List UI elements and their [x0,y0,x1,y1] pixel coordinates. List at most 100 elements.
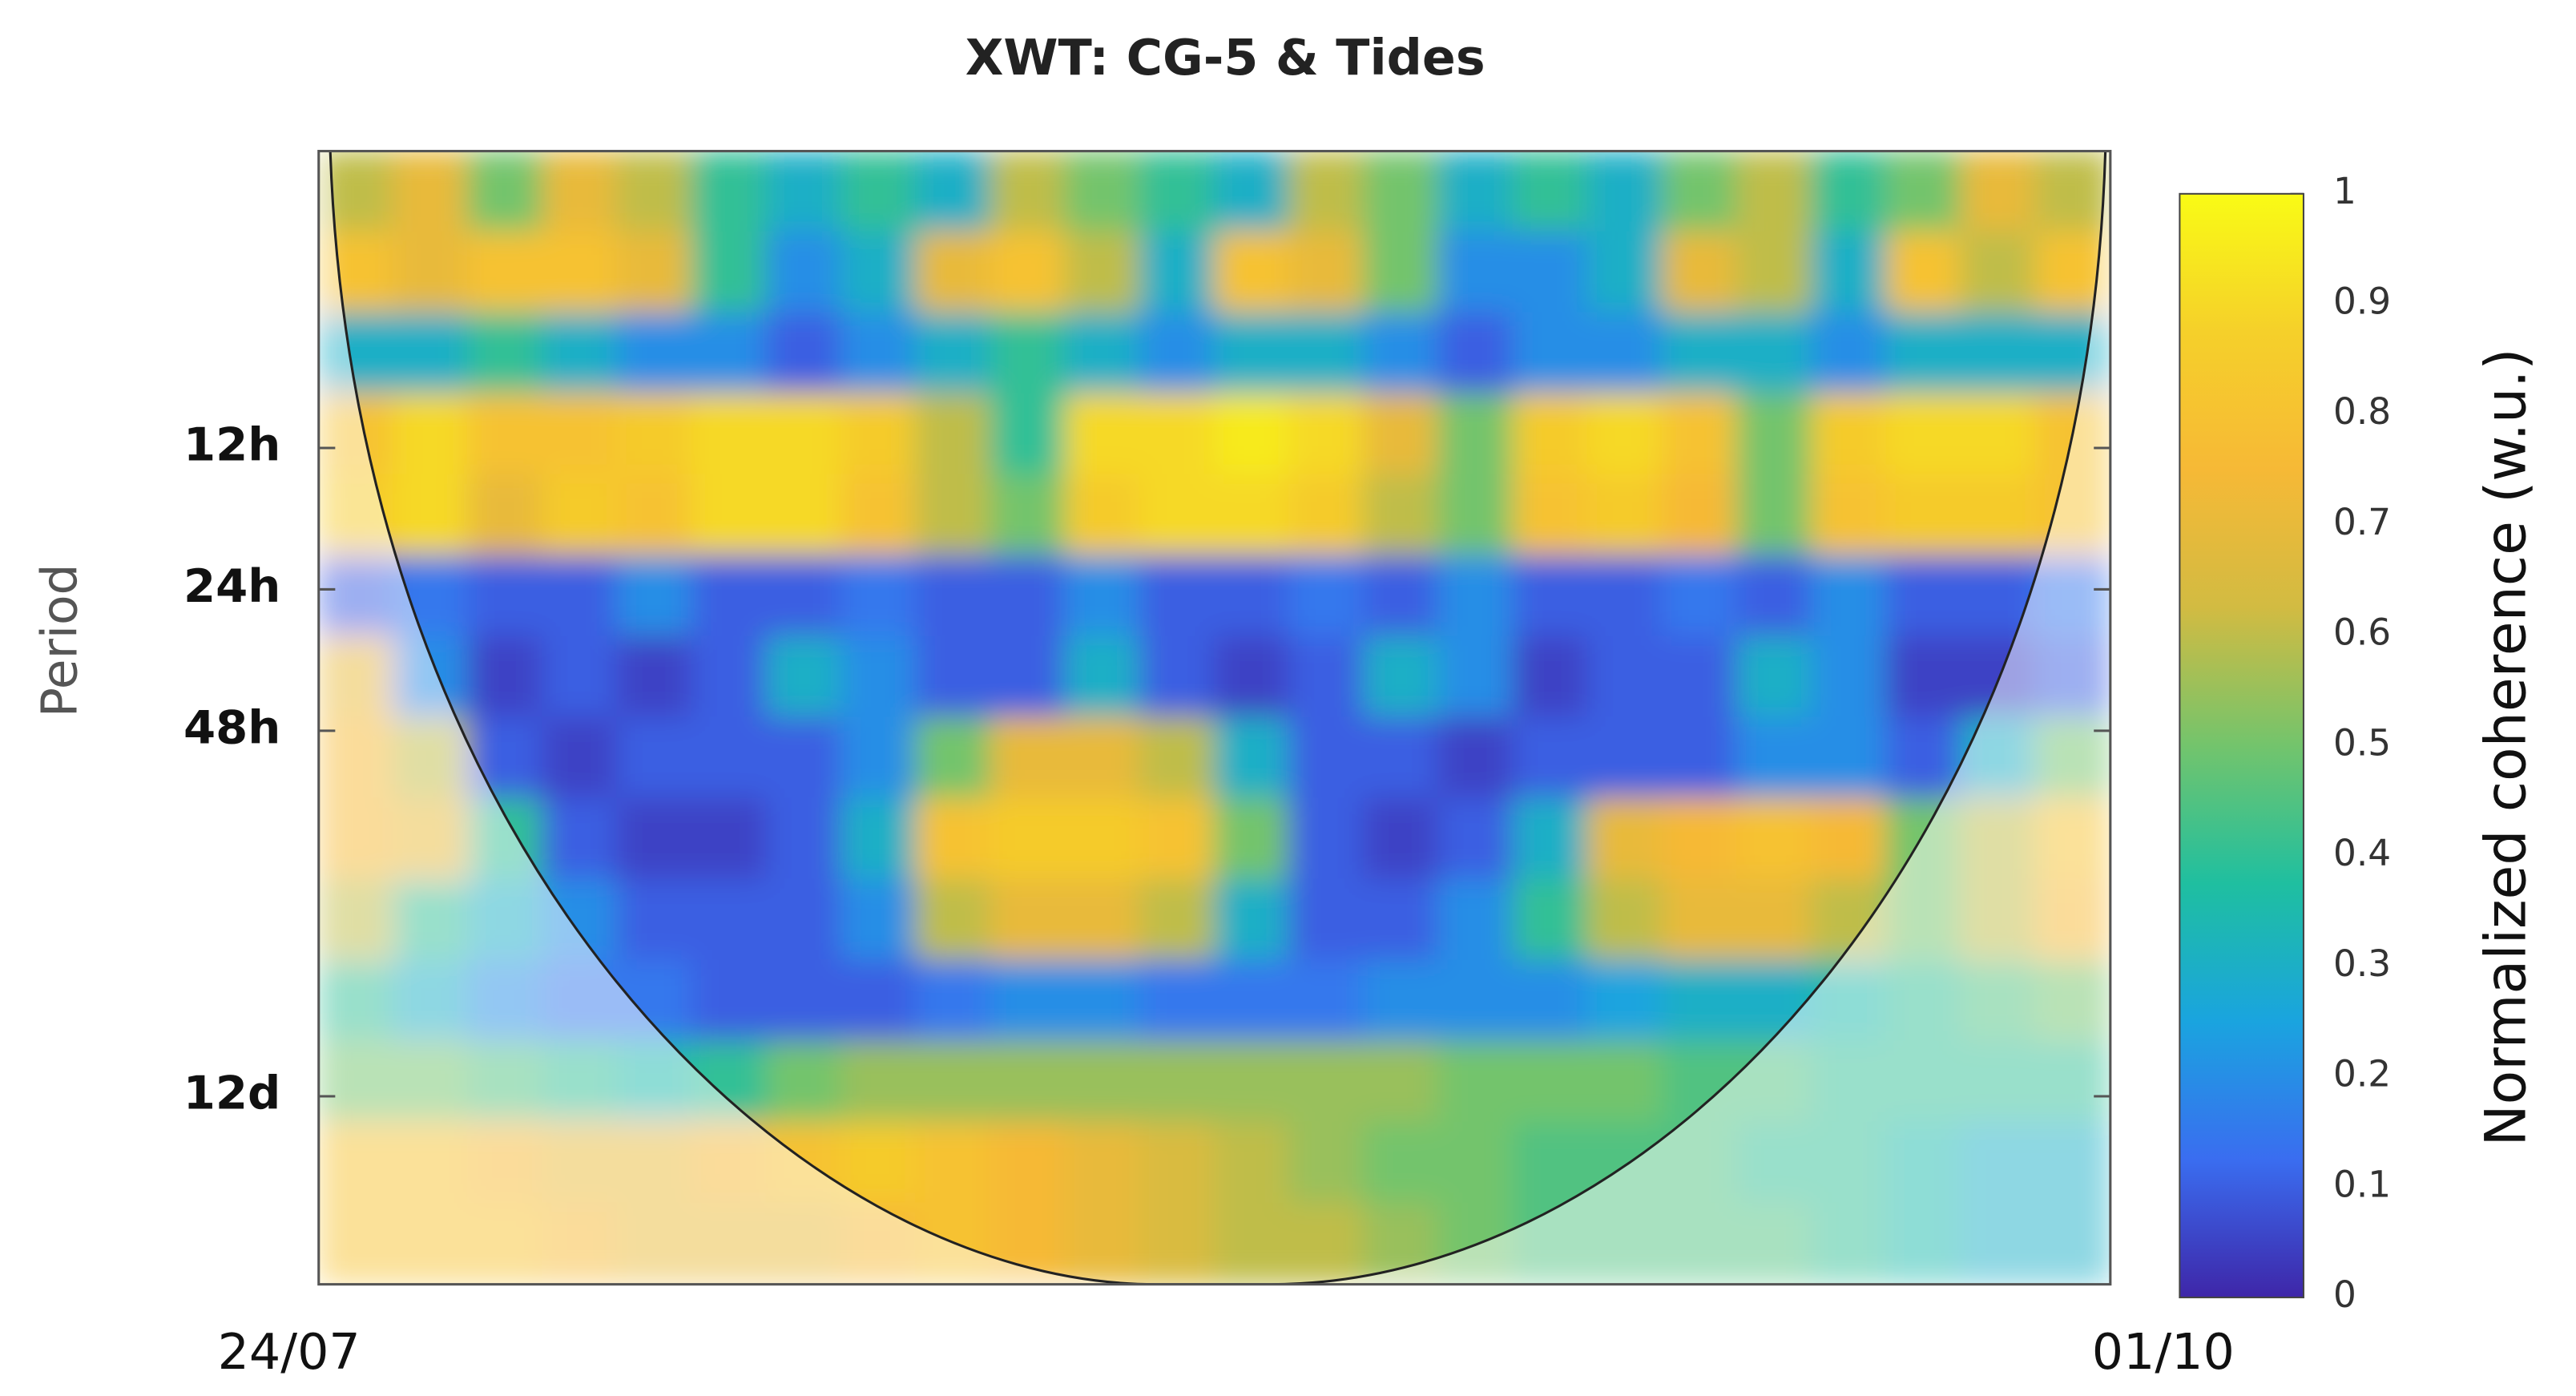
heat-cell [1213,151,1290,233]
heat-cell [1811,474,1888,557]
heat-cell [1437,151,1514,233]
heat-cell [392,312,470,395]
heat-cell [542,312,619,395]
heat-cell [691,474,768,557]
heat-cell [765,231,842,314]
heat-cell [1213,797,1290,881]
heat-cell [467,474,544,557]
heat-cell [1735,151,1813,233]
heat-cell [1885,635,1962,719]
heat-cell [915,635,992,719]
y-axis-label: Period [30,563,88,717]
heat-cell [840,555,917,638]
heat-cell [840,1121,917,1204]
heat-cell [1437,231,1514,314]
heat-cell [990,555,1066,638]
y-tick-label: 48h [183,701,280,755]
heat-cell [915,474,992,557]
heat-cell [1586,555,1663,638]
heat-cell [840,312,917,395]
heat-cell [1512,1121,1589,1204]
heat-cell [990,878,1066,962]
heat-cell [691,716,768,800]
heat-cell [1139,635,1215,719]
heat-cell [990,635,1066,719]
heat-cell [1288,959,1365,1043]
heat-cell [1213,959,1290,1043]
heat-cell [542,635,619,719]
heat-cell [1586,878,1663,962]
heat-cell [915,878,992,962]
heat-cell [542,555,619,638]
heat-cell [1288,393,1365,476]
heat-cell [1139,1040,1215,1124]
heat-cell [1735,797,1813,881]
heat-cell [1885,555,1962,638]
heat-cell [1139,393,1215,476]
heat-cell [1288,716,1365,800]
heat-cell [467,231,544,314]
heat-cell [1437,555,1514,638]
heat-cell [1811,151,1888,233]
heat-cell [990,797,1066,881]
heat-cell [467,312,544,395]
heat-cell [1064,312,1141,395]
heat-cell [1735,635,1813,719]
heat-cell [467,151,544,233]
heat-cell [765,393,842,476]
heat-cell [1213,1040,1290,1124]
heat-cell [1363,312,1440,395]
heat-cell [1288,797,1365,881]
axes: 12h 24h 48h 12d 24/07 01/10 0 0.1 0.2 0.3 0.4 0.5 0.… [183,170,2391,1381]
heat-cell [990,474,1066,557]
heat-cell [691,231,768,314]
heat-cell [1288,312,1365,395]
coi-line [329,151,2107,1285]
colorbar-tick-label: 0.5 [2333,722,2391,765]
heat-cell [542,393,619,476]
heat-cell [616,555,693,638]
colorbar-tick-label: 1 [2333,170,2356,212]
heat-cell [1288,555,1365,638]
heat-cell [392,151,470,233]
heat-cell [840,151,917,233]
heat-cell [1064,555,1141,638]
heat-cell [1512,474,1589,557]
heat-cell [1512,393,1589,476]
heat-cell [1512,959,1589,1043]
y-tick-label: 12h [183,418,280,472]
heat-cell [765,716,842,800]
heat-cell [616,716,693,800]
x-tick-label: 24/07 [218,1323,361,1381]
heat-cell [691,393,768,476]
heat-cell [840,959,917,1043]
heat-cell [840,716,917,800]
heat-cell [1213,635,1290,719]
heat-cell [840,635,917,719]
heat-cell [915,959,992,1043]
heat-cell [1064,716,1141,800]
heat-cell [1064,1040,1141,1124]
colorbar-tick-label: 0.8 [2333,390,2391,433]
heat-cell [1363,555,1440,638]
plot-area [318,151,2110,1285]
heat-cell [392,474,470,557]
heat-cell [1811,635,1888,719]
heat-cell [691,151,768,233]
heat-cell [990,393,1066,476]
heat-cell [1735,474,1813,557]
heat-cell [1139,797,1215,881]
heat-cell [1437,635,1514,719]
heat-cell [467,555,544,638]
heat-cell [1735,716,1813,800]
heat-cell [542,797,619,881]
heat-cell [1288,635,1365,719]
heat-cell [840,878,917,962]
heat-cell [1661,231,1739,314]
heat-cell [990,151,1066,233]
heat-cell [542,151,619,233]
heat-cell [1139,959,1215,1043]
heat-cell [542,716,619,800]
heat-cell [915,797,992,881]
heat-cell [990,716,1066,800]
